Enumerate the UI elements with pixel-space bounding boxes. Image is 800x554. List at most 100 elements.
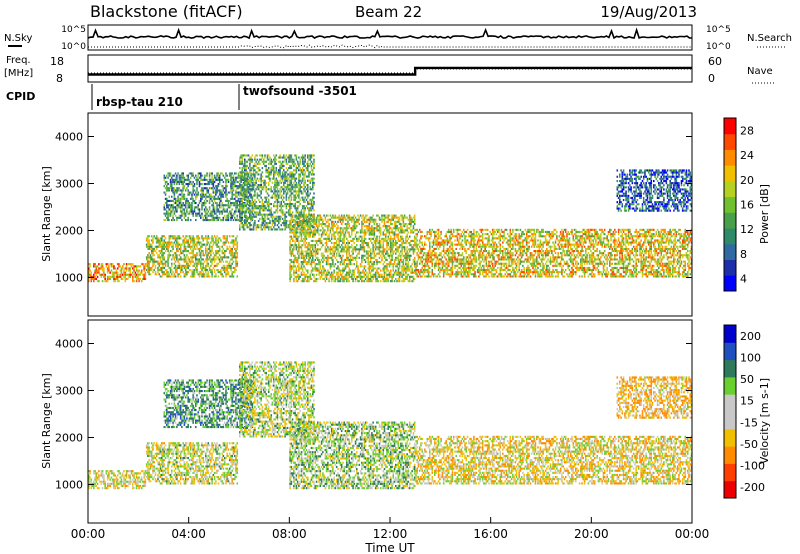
power-cell (251, 215, 254, 218)
power-cell (150, 247, 153, 251)
power-cell (412, 261, 415, 264)
power-cell (284, 215, 286, 218)
power-cell (178, 258, 181, 261)
frequency-tick-low: 8 (56, 72, 63, 85)
power-cell (305, 233, 308, 236)
power-cell (113, 267, 115, 270)
power-cell (232, 254, 235, 257)
power-cell (411, 220, 413, 223)
power-cell (340, 233, 343, 236)
power-cell (177, 241, 179, 244)
power-cell (406, 239, 408, 243)
power-cell (410, 223, 412, 226)
power-cell (244, 212, 246, 215)
power-cell (346, 223, 348, 226)
power-cell (168, 241, 171, 244)
power-cell (301, 219, 304, 223)
power-cell (164, 208, 167, 211)
power-cell (356, 220, 358, 223)
power-cell (352, 250, 354, 253)
power-cell (171, 183, 173, 186)
power-cell (290, 205, 293, 208)
power-cell (335, 277, 338, 281)
power-cell (374, 277, 377, 281)
power-cell (310, 209, 313, 212)
power-cell (249, 194, 251, 197)
power-cell (169, 206, 172, 209)
power-cell (274, 200, 276, 204)
power-cell (217, 271, 220, 274)
power-cell (162, 273, 164, 276)
power-cell (94, 275, 96, 278)
power-cell (241, 226, 244, 229)
power-cell (291, 215, 294, 218)
power-cell (198, 271, 201, 274)
power-cell (140, 271, 143, 274)
power-cell (235, 204, 237, 207)
power-cell (184, 266, 187, 270)
power-cell (283, 190, 285, 193)
nave-series (88, 68, 692, 74)
power-cell (372, 231, 374, 234)
power-cell (362, 271, 364, 274)
power-cell (270, 171, 273, 174)
power-cell (230, 189, 232, 192)
power-cell (296, 252, 299, 255)
power-cell (125, 267, 128, 270)
power-cell (407, 280, 410, 283)
power-cell (267, 173, 270, 176)
power-cell (235, 193, 237, 196)
power-cell (371, 229, 373, 232)
power-cell (300, 169, 303, 172)
power-cell (196, 237, 198, 240)
power-cell (232, 189, 235, 192)
power-cell (340, 223, 343, 226)
power-cell (216, 239, 218, 242)
power-cell (252, 205, 255, 208)
power-cell (212, 202, 215, 205)
power-cell (181, 269, 183, 272)
power-cell (363, 248, 366, 251)
power-cell (368, 218, 371, 221)
power-cell (230, 247, 232, 251)
power-cell (366, 280, 368, 283)
power-cell (295, 275, 298, 278)
power-cell (216, 197, 218, 200)
power-cell (267, 154, 270, 157)
power-cell (398, 239, 401, 243)
power-cell (398, 267, 401, 270)
power-cell (150, 250, 153, 253)
power-cell (118, 280, 120, 283)
power-cell (313, 219, 315, 223)
power-cell (197, 204, 200, 207)
power-cell (179, 252, 182, 255)
power-cell (211, 195, 213, 198)
power-cell (329, 248, 332, 251)
power-cell (291, 237, 294, 240)
power-cell (273, 226, 275, 229)
power-cell (382, 237, 385, 240)
power-cell (207, 214, 210, 217)
power-cell (176, 266, 178, 270)
power-cell (361, 248, 363, 251)
power-cell (205, 219, 207, 222)
power-cell (357, 271, 359, 274)
power-cell (240, 154, 242, 157)
power-cell (412, 271, 415, 274)
power-cell (174, 239, 177, 242)
power-cell (257, 186, 260, 189)
power-cell (118, 265, 120, 268)
power-cell (242, 211, 245, 214)
power-cell (169, 212, 172, 215)
power-cell (218, 212, 221, 215)
power-cell (294, 222, 296, 225)
power-cell (124, 273, 127, 276)
power-cell (158, 262, 161, 265)
power-cell (186, 183, 188, 186)
power-cell (247, 186, 250, 189)
power-cell (174, 243, 177, 246)
power-cell (216, 208, 218, 211)
power-cell (100, 263, 103, 266)
power-cell (407, 269, 410, 272)
power-cell (191, 250, 193, 253)
